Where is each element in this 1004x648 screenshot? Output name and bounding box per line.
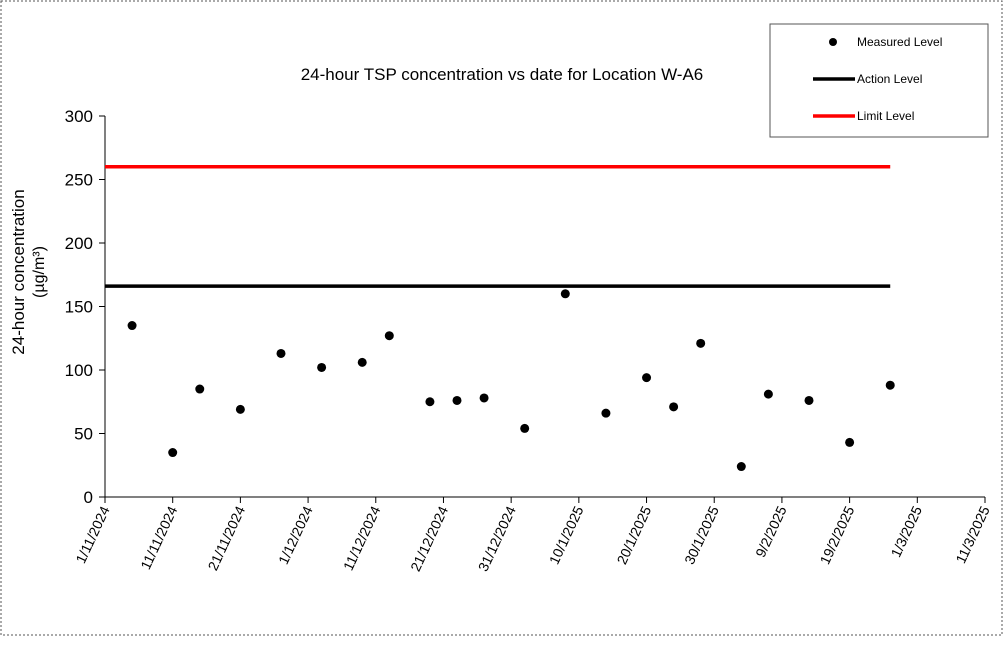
data-point: [845, 437, 855, 447]
y-tick-label: 200: [65, 234, 93, 253]
y-tick-label: 300: [65, 107, 93, 126]
data-point: [127, 321, 137, 331]
legend-label: Measured Level: [857, 35, 942, 49]
x-tick-label: 31/12/2024: [475, 503, 519, 573]
data-point: [357, 357, 367, 367]
x-tick-label: 10/1/2025: [546, 503, 587, 566]
data-point: [669, 402, 679, 412]
x-tick-label: 11/11/2024: [137, 503, 180, 572]
y-tick-label: 250: [65, 171, 93, 190]
x-tick-label: 21/11/2024: [204, 503, 248, 573]
x-tick-label: 30/1/2025: [681, 503, 722, 566]
x-tick-label: 20/1/2025: [613, 503, 654, 566]
y-axis-label: (µg/m³): [31, 246, 48, 298]
data-point: [763, 389, 773, 399]
y-tick-label: 100: [65, 361, 93, 380]
x-tick-label: 21/12/2024: [407, 503, 451, 573]
y-tick-label: 0: [84, 488, 93, 507]
data-point: [276, 348, 286, 358]
data-point: [696, 338, 706, 348]
legend: [769, 23, 989, 138]
x-tick-label: 9/2/2025: [752, 503, 790, 559]
y-tick-label: 150: [65, 298, 93, 317]
data-point: [520, 423, 530, 433]
data-point: [452, 395, 462, 405]
data-point: [425, 397, 435, 407]
x-tick-label: 1/3/2025: [887, 503, 925, 559]
y-tick-label: 50: [74, 425, 93, 444]
y-axis-label: 24-hour concentration: [9, 189, 28, 354]
x-tick-label: 1/12/2024: [275, 503, 316, 566]
x-tick-label: 19/2/2025: [817, 503, 858, 566]
data-point: [804, 395, 814, 405]
data-point: [560, 289, 570, 299]
data-point: [601, 408, 611, 418]
data-point: [736, 462, 746, 472]
x-tick-label: 11/3/2025: [952, 503, 992, 565]
data-point: [317, 362, 327, 372]
x-tick-label: 11/12/2024: [340, 503, 384, 573]
x-tick-label: 1/11/2024: [72, 503, 112, 565]
legend-marker: [829, 38, 837, 46]
data-point: [195, 384, 205, 394]
data-point: [168, 448, 178, 458]
data-point: [384, 331, 394, 341]
data-point: [479, 393, 489, 403]
legend-label: Limit Level: [857, 109, 914, 123]
data-point: [235, 404, 245, 414]
legend-label: Action Level: [857, 72, 922, 86]
chart-title: 24-hour TSP concentration vs date for Lo…: [301, 65, 704, 84]
data-point: [642, 373, 652, 383]
data-point: [885, 380, 895, 390]
